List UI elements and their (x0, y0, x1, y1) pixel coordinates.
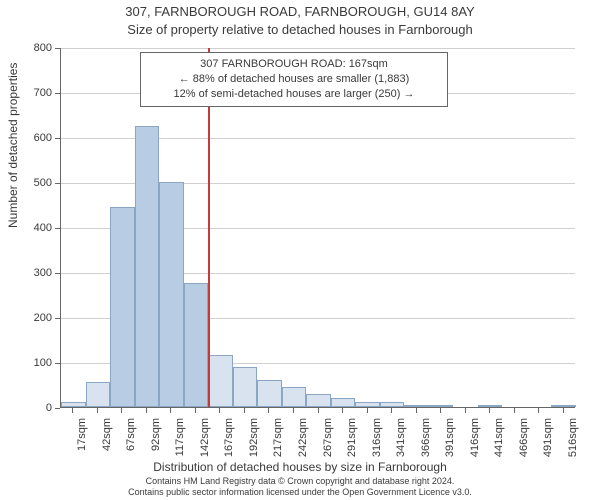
chart-title-line1: 307, FARNBOROUGH ROAD, FARNBOROUGH, GU14… (0, 4, 600, 19)
histogram-bar (184, 283, 209, 407)
x-tick-label: 142sqm (199, 418, 211, 466)
x-tick-label: 316sqm (371, 418, 383, 466)
x-tick-mark (538, 408, 539, 413)
histogram-bar (429, 405, 454, 407)
chart-title-line2: Size of property relative to detached ho… (0, 22, 600, 37)
histogram-bar (233, 367, 258, 408)
histogram-bar (380, 402, 405, 407)
y-tick-mark (55, 138, 60, 139)
x-tick-mark (440, 408, 441, 413)
x-tick-mark (293, 408, 294, 413)
x-axis-label: Distribution of detached houses by size … (0, 460, 600, 474)
y-tick-label: 500 (22, 177, 52, 189)
x-tick-mark (318, 408, 319, 413)
x-tick-label: 267sqm (322, 418, 334, 466)
x-tick-label: 291sqm (346, 418, 358, 466)
x-tick-label: 466sqm (518, 418, 530, 466)
footer-attribution: Contains HM Land Registry data © Crown c… (0, 476, 600, 498)
x-tick-mark (268, 408, 269, 413)
y-tick-mark (55, 93, 60, 94)
x-tick-label: 67sqm (125, 418, 137, 466)
histogram-bar (208, 355, 233, 407)
x-tick-mark (416, 408, 417, 413)
chart-container: { "header": { "line1": "307, FARNBOROUGH… (0, 0, 600, 500)
y-tick-label: 0 (22, 402, 52, 414)
y-tick-mark (55, 183, 60, 184)
x-tick-mark (514, 408, 515, 413)
y-tick-label: 800 (22, 42, 52, 54)
x-tick-mark (489, 408, 490, 413)
histogram-bar (355, 402, 380, 407)
x-tick-label: 516sqm (567, 418, 579, 466)
y-tick-label: 100 (22, 357, 52, 369)
x-tick-label: 217sqm (272, 418, 284, 466)
histogram-bar (61, 402, 86, 407)
histogram-bar (331, 398, 356, 407)
info-box: 307 FARNBOROUGH ROAD: 167sqm ← 88% of de… (140, 52, 448, 107)
info-line3: 12% of semi-detached houses are larger (… (149, 87, 439, 102)
histogram-bar (86, 382, 111, 407)
x-tick-label: 416sqm (469, 418, 481, 466)
histogram-bar (478, 405, 503, 407)
histogram-bar (159, 182, 184, 407)
x-tick-mark (219, 408, 220, 413)
y-tick-label: 400 (22, 222, 52, 234)
info-line1: 307 FARNBOROUGH ROAD: 167sqm (149, 57, 439, 72)
x-tick-label: 441sqm (493, 418, 505, 466)
x-tick-label: 366sqm (420, 418, 432, 466)
histogram-bar (282, 387, 307, 407)
x-tick-label: 92sqm (150, 418, 162, 466)
y-tick-mark (55, 48, 60, 49)
y-tick-label: 600 (22, 132, 52, 144)
x-tick-mark (244, 408, 245, 413)
y-tick-label: 700 (22, 87, 52, 99)
x-tick-mark (121, 408, 122, 413)
y-tick-label: 200 (22, 312, 52, 324)
x-tick-label: 491sqm (542, 418, 554, 466)
plot-area: 307 FARNBOROUGH ROAD: 167sqm ← 88% of de… (60, 48, 575, 408)
x-tick-mark (195, 408, 196, 413)
x-tick-mark (170, 408, 171, 413)
y-axis-label: Number of detached properties (6, 63, 20, 228)
x-tick-label: 192sqm (248, 418, 260, 466)
y-tick-mark (55, 273, 60, 274)
x-tick-mark (342, 408, 343, 413)
footer-line2: Contains public sector information licen… (0, 487, 600, 498)
histogram-bar (404, 405, 429, 407)
x-tick-label: 242sqm (297, 418, 309, 466)
x-tick-label: 341sqm (395, 418, 407, 466)
footer-line1: Contains HM Land Registry data © Crown c… (0, 476, 600, 487)
x-tick-label: 42sqm (101, 418, 113, 466)
x-tick-mark (367, 408, 368, 413)
x-tick-mark (72, 408, 73, 413)
histogram-bar (306, 394, 331, 408)
y-tick-mark (55, 363, 60, 364)
x-tick-mark (146, 408, 147, 413)
y-tick-label: 300 (22, 267, 52, 279)
histogram-bar (135, 126, 160, 407)
x-tick-label: 391sqm (444, 418, 456, 466)
x-ticks: 17sqm42sqm67sqm92sqm117sqm142sqm167sqm19… (60, 408, 575, 460)
x-tick-label: 117sqm (174, 418, 186, 466)
y-tick-mark (55, 228, 60, 229)
x-tick-mark (97, 408, 98, 413)
x-tick-label: 167sqm (223, 418, 235, 466)
grid-line (61, 48, 575, 49)
x-tick-mark (563, 408, 564, 413)
x-tick-mark (391, 408, 392, 413)
histogram-bar (110, 207, 135, 407)
histogram-bar (257, 380, 282, 407)
x-tick-mark (465, 408, 466, 413)
histogram-bar (551, 405, 576, 407)
info-line2: ← 88% of detached houses are smaller (1,… (149, 72, 439, 87)
y-tick-mark (55, 318, 60, 319)
x-tick-label: 17sqm (76, 418, 88, 466)
